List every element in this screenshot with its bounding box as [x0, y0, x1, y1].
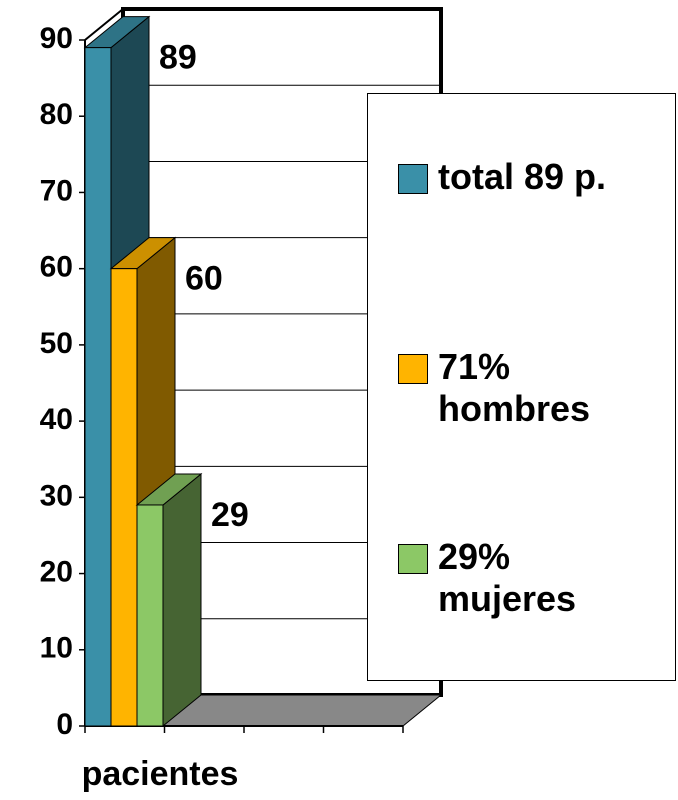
y-tick-label: 30 — [40, 479, 73, 512]
bar-front — [110, 268, 138, 727]
value-label: 89 — [159, 39, 197, 77]
legend-swatch — [398, 354, 428, 384]
bar-front — [84, 47, 112, 727]
y-tick-label: 60 — [40, 251, 73, 284]
legend: total 89 p. 71% hombres 29% mujeres — [367, 93, 676, 681]
bar-side — [162, 472, 202, 728]
value-label: 29 — [211, 496, 249, 534]
value-label: 60 — [185, 260, 223, 298]
y-tick-label: 50 — [40, 327, 73, 360]
bar — [135, 472, 203, 728]
x-tick-label: pacientes — [82, 755, 239, 793]
legend-label: total 89 p. — [438, 156, 607, 197]
legend-swatch — [398, 164, 428, 194]
y-tick-label: 20 — [40, 555, 73, 588]
legend-entry: total 89 p. — [398, 156, 678, 198]
bar-front — [136, 504, 164, 727]
y-tick-label: 80 — [40, 98, 73, 131]
y-tick-label: 90 — [40, 22, 73, 55]
y-tick-label: 40 — [40, 403, 73, 436]
y-tick-label: 70 — [40, 174, 73, 207]
y-tick-label: 0 — [56, 708, 73, 741]
legend-label: 71% hombres — [438, 346, 591, 429]
legend-label: 29% mujeres — [438, 536, 577, 619]
y-tick-label: 10 — [40, 632, 73, 665]
legend-entry: 29% mujeres — [398, 536, 588, 620]
left-wall-edge — [84, 8, 124, 41]
legend-entry: 71% hombres — [398, 346, 591, 430]
legend-swatch — [398, 544, 428, 574]
